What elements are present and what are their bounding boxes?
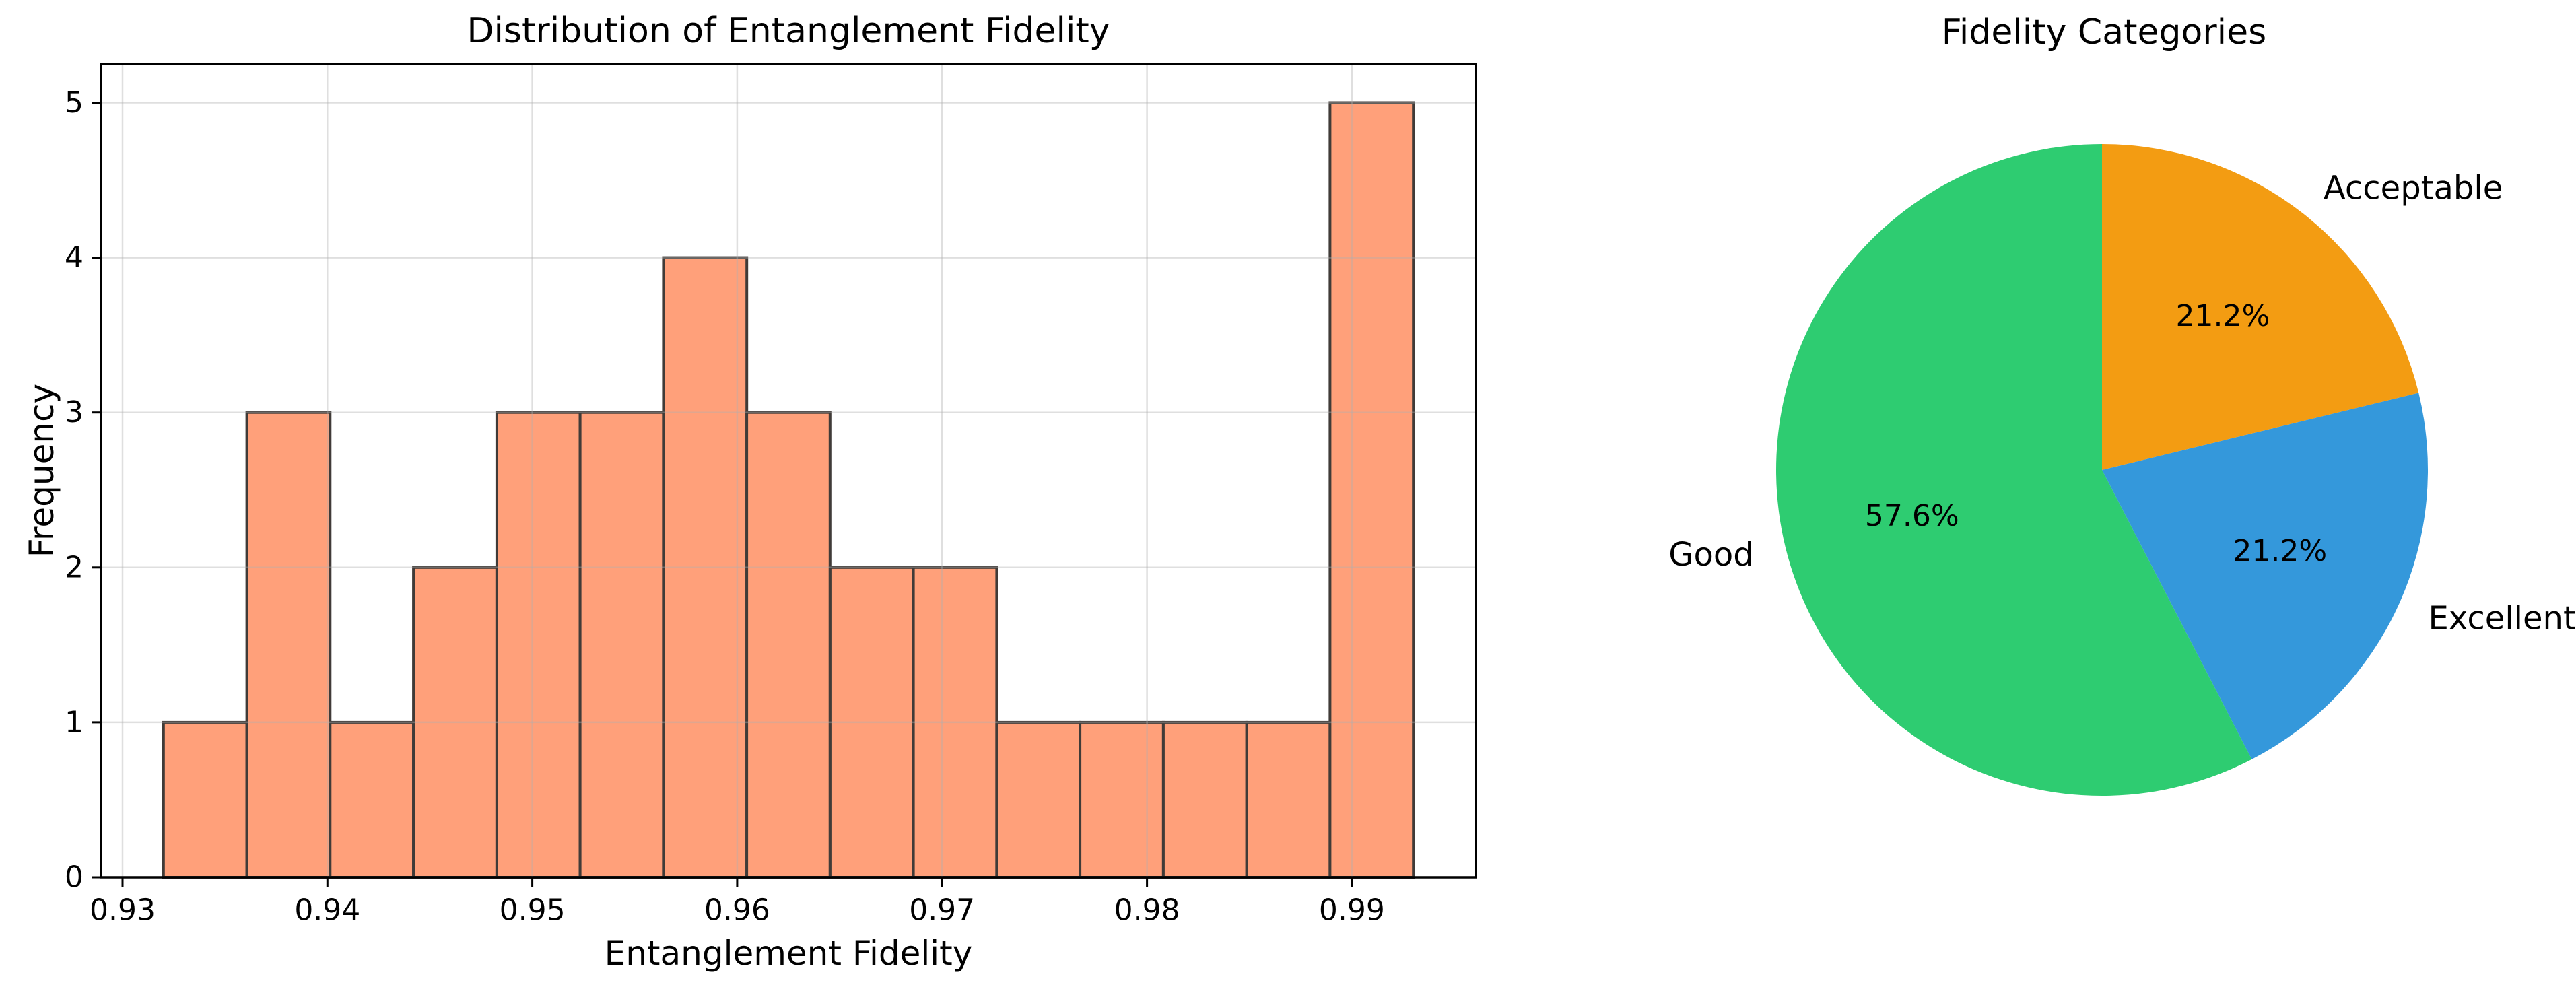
y-tick-label: 2 xyxy=(65,550,83,584)
histogram-title: Distribution of Entanglement Fidelity xyxy=(467,11,1110,51)
histogram-bar xyxy=(662,256,749,879)
histogram-bar xyxy=(1328,101,1415,879)
histogram-bar xyxy=(495,411,582,879)
pie-pct-label-excellent: 21.2% xyxy=(2233,534,2327,568)
histogram-bar xyxy=(329,720,415,879)
pie-pct-label-good: 57.6% xyxy=(1865,499,1959,533)
pie-slice-excellent xyxy=(2102,393,2429,759)
axis-ticks: 0.93 0.94 0.95 0.96 0.97 0.98 0.99 0 1 2 3 4 5 xyxy=(65,86,1385,928)
x-tick-label: 0.94 xyxy=(294,893,360,928)
histogram-bar xyxy=(1161,720,1248,879)
histogram-bar xyxy=(995,720,1082,879)
pie-plot: Acceptable 21.2% Excellent 21.2% Good 57.6% xyxy=(1668,143,2576,796)
histogram-bar xyxy=(412,566,498,879)
pie-title: Fidelity Categories xyxy=(1942,12,2266,53)
histogram-bar xyxy=(828,566,915,879)
y-tick-label: 4 xyxy=(65,240,83,275)
y-tick-label: 5 xyxy=(65,86,83,120)
x-tick-label: 0.96 xyxy=(704,893,770,928)
pie-slice-label-excellent: Excellent xyxy=(2429,600,2576,638)
pie-slice-label-acceptable: Acceptable xyxy=(2324,169,2503,207)
histogram-bar xyxy=(578,411,665,879)
pie-slice-label-good: Good xyxy=(1668,536,1753,574)
histogram-bar xyxy=(745,411,832,879)
pie-slice-good xyxy=(1776,143,2252,796)
x-tick-label: 0.95 xyxy=(500,893,566,928)
y-tick-label: 0 xyxy=(65,860,83,895)
axes-frame xyxy=(100,63,1477,879)
histogram-bars xyxy=(162,101,1415,879)
x-tick-label: 0.98 xyxy=(1114,893,1180,928)
x-tick-label: 0.93 xyxy=(90,893,156,928)
x-tick-label: 0.97 xyxy=(909,893,975,928)
histogram-ylabel: Frequency xyxy=(22,384,61,557)
histogram-bar xyxy=(162,720,248,879)
histogram-bar xyxy=(1245,720,1332,879)
histogram-plot: 0.93 0.94 0.95 0.96 0.97 0.98 0.99 0 1 2 3 4 5 xyxy=(65,63,1477,928)
pie-pct-label-acceptable: 21.2% xyxy=(2176,299,2270,333)
x-tick-label: 0.99 xyxy=(1319,893,1385,928)
histogram-bar xyxy=(1079,720,1165,879)
histogram-xlabel: Entanglement Fidelity xyxy=(605,934,973,973)
y-tick-label: 3 xyxy=(65,395,83,430)
y-tick-label: 1 xyxy=(65,705,83,739)
histogram-bar xyxy=(245,411,332,879)
pie-slice-acceptable xyxy=(2102,143,2419,470)
